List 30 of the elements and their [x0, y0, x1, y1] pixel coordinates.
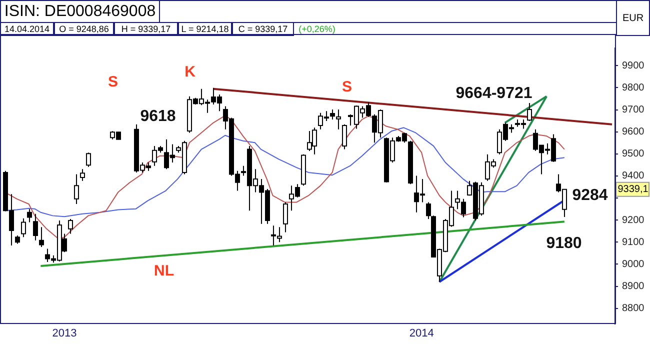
y-tick-label: 9800: [622, 82, 645, 94]
y-tick-label: 9000: [622, 258, 645, 270]
annotation: K: [184, 64, 196, 80]
annotation: 9339,1: [618, 184, 649, 196]
y-tick-label: 9400: [622, 170, 645, 182]
y-tick-label: 9700: [622, 104, 645, 116]
annotation: S: [342, 78, 352, 96]
text: (+0,26%): [298, 23, 336, 36]
text: H = 9339,17: [114, 22, 178, 36]
y-tick-label: 8900: [622, 281, 645, 292]
text: 14.04.2014: [0, 22, 54, 36]
y-tick-label: 9600: [622, 126, 645, 138]
text: L = 9214,18: [178, 22, 232, 36]
y-tick-label: 9100: [622, 236, 645, 248]
text: C = 9339,17: [232, 22, 294, 36]
annotation: 9618: [140, 108, 176, 125]
chart-title: ISIN: DE0008469008: [0, 0, 160, 23]
annotation: 9664-9721: [456, 85, 532, 102]
text: O = 9248,86: [54, 22, 114, 36]
y-tick-label: 8800: [622, 303, 645, 314]
x-tick-label: 2013: [52, 327, 77, 340]
x-tick-label: 2014: [409, 327, 434, 340]
y-tick-label: 9500: [622, 148, 645, 160]
annotation: NL: [154, 262, 174, 280]
y-tick-label: 9900: [622, 60, 645, 72]
annotation: S: [108, 74, 118, 90]
annotation: 9180: [546, 235, 582, 252]
y-axis-title: EUR: [616, 0, 650, 36]
y-tick-label: 9200: [622, 214, 645, 226]
annotation: 9284: [572, 187, 608, 204]
